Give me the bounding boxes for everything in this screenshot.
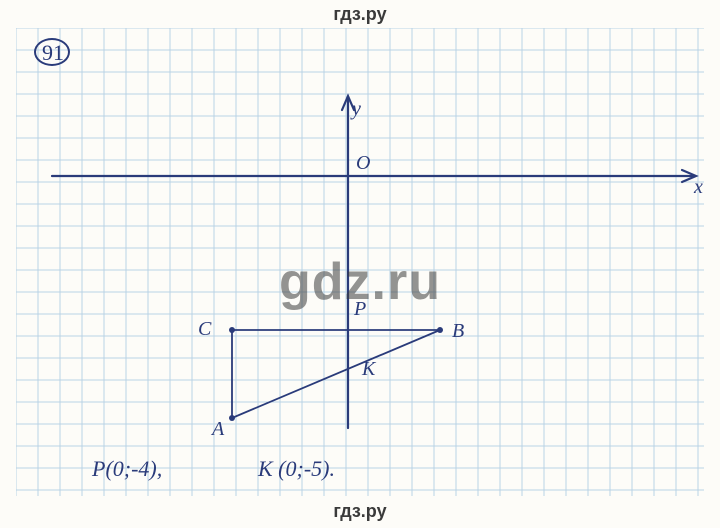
origin-label: O [356, 152, 370, 175]
point-p-label: P [354, 298, 366, 321]
point-a-dot [229, 415, 235, 421]
page-footer: гдз.ру [0, 501, 720, 522]
point-c-dot [229, 327, 235, 333]
y-axis-label: y [352, 98, 361, 121]
answer-p: P(0;-4), [92, 456, 162, 482]
point-c-label: C [198, 318, 211, 341]
point-b-dot [437, 327, 443, 333]
point-k-label: K [362, 358, 375, 381]
problem-number: 91 [42, 40, 64, 66]
point-a-label: A [212, 418, 224, 441]
point-b-label: B [452, 320, 464, 343]
page-header: гдз.ру [0, 4, 720, 25]
x-axis-label: x [694, 176, 703, 199]
answer-k: K (0;-5). [258, 456, 335, 482]
segment-ab [232, 330, 440, 418]
